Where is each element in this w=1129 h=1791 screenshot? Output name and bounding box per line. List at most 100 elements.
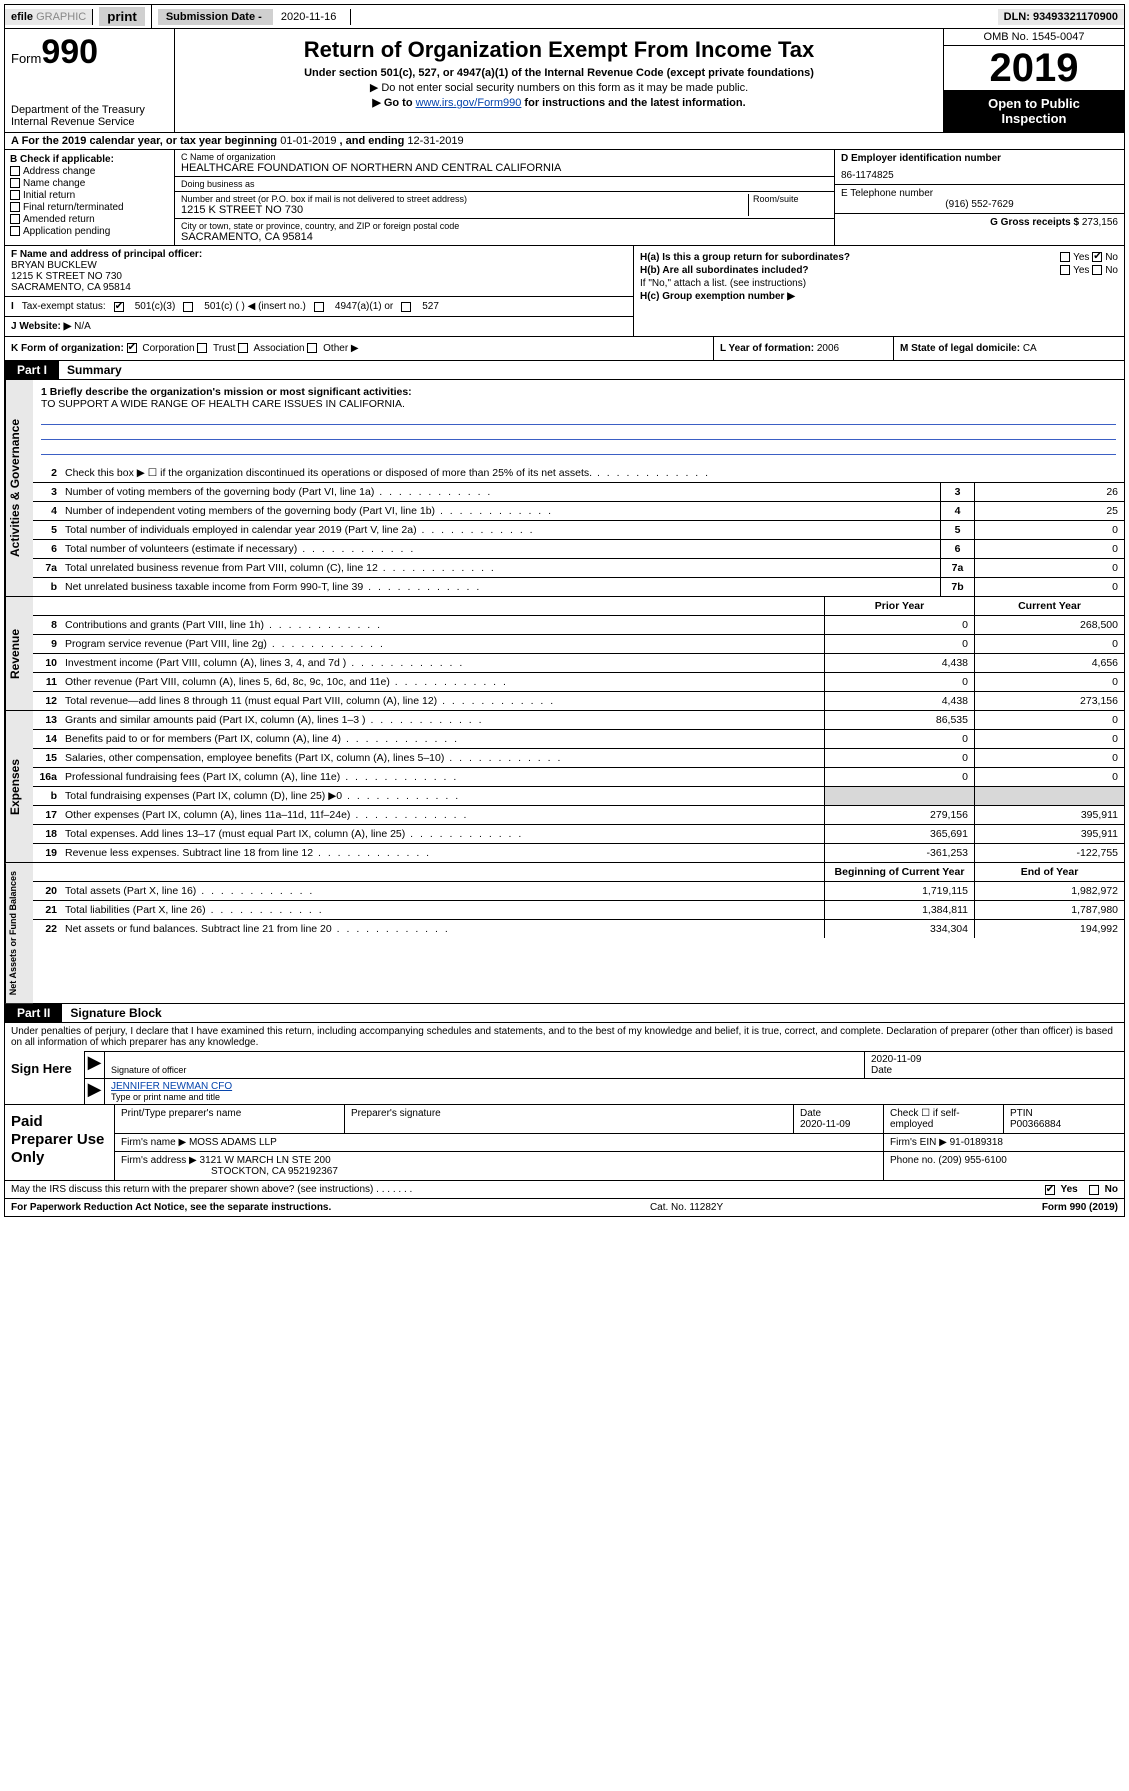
chk-501c[interactable] [183, 302, 193, 312]
grid-revenue: Revenue Prior Year Current Year 8Contrib… [4, 597, 1125, 711]
sig-name[interactable]: JENNIFER NEWMAN CFO [111, 1081, 1118, 1092]
chk-app-pending[interactable] [10, 226, 20, 236]
print-cell: print [93, 5, 152, 28]
line-prior: 365,691 [824, 825, 974, 843]
chk-final-return[interactable] [10, 202, 20, 212]
line-num: 13 [33, 711, 61, 729]
line-current: 0 [974, 749, 1124, 767]
line-current: 0 [974, 768, 1124, 786]
domicile-label: M State of legal domicile: [900, 343, 1020, 354]
row-a: A For the 2019 calendar year, or tax yea… [4, 133, 1125, 150]
submission-label: Submission Date - [158, 9, 273, 25]
part-1-tag: Part I [5, 361, 59, 379]
goto-pre: ▶ Go to [372, 97, 415, 109]
prep-h2: Preparer's signature [345, 1105, 794, 1133]
ein-label: D Employer identification number [841, 153, 1001, 164]
sig-arrow-1: ▶ [85, 1052, 105, 1078]
chk-527[interactable] [401, 302, 411, 312]
firm-label: Firm's name ▶ [121, 1137, 186, 1148]
chk-other[interactable] [307, 343, 317, 353]
line-val: 0 [974, 559, 1124, 577]
row-a-label: A For the 2019 calendar year, or tax yea… [11, 135, 280, 147]
prep-date: 2020-11-09 [800, 1119, 877, 1130]
section-bcdeg: B Check if applicable: Address change Na… [4, 150, 1125, 246]
efile-label: efile GRAPHIC [5, 9, 93, 25]
chk-corp[interactable] [127, 343, 137, 353]
chk-amended[interactable] [10, 214, 20, 224]
chk-4947[interactable] [314, 302, 324, 312]
lbl-name-change: Name change [23, 178, 85, 189]
hb-note: If "No," attach a list. (see instruction… [640, 278, 1118, 289]
chk-name-change[interactable] [10, 178, 20, 188]
part-1-title: Summary [59, 361, 130, 379]
officer-addr2: SACRAMENTO, CA 95814 [11, 282, 131, 293]
line-desc: Investment income (Part VIII, column (A)… [61, 654, 824, 672]
discuss-yes: Yes [1061, 1184, 1078, 1195]
chk-discuss-no[interactable] [1089, 1185, 1099, 1195]
part-2-header: Part II Signature Block [4, 1004, 1125, 1023]
gov-line-7a: 7aTotal unrelated business revenue from … [33, 559, 1124, 578]
gov-line-b: bNet unrelated business taxable income f… [33, 578, 1124, 596]
opt-527: 527 [422, 301, 439, 312]
rev-line-12: 12Total revenue—add lines 8 through 11 (… [33, 692, 1124, 710]
line-desc: Number of voting members of the governin… [61, 483, 940, 501]
exp-line-14: 14Benefits paid to or for members (Part … [33, 730, 1124, 749]
col-deg: D Employer identification number 86-1174… [834, 150, 1124, 245]
line-desc: Grants and similar amounts paid (Part IX… [61, 711, 824, 729]
exp-line-13: 13Grants and similar amounts paid (Part … [33, 711, 1124, 730]
exp-line-17: 17Other expenses (Part IX, column (A), l… [33, 806, 1124, 825]
hb-label: H(b) Are all subordinates included? [640, 265, 809, 276]
line-desc: Total revenue—add lines 8 through 11 (mu… [61, 692, 824, 710]
rev-line-9: 9Program service revenue (Part VIII, lin… [33, 635, 1124, 654]
hc-label: H(c) Group exemption number ▶ [640, 291, 795, 302]
rev-line-11: 11Other revenue (Part VIII, column (A), … [33, 673, 1124, 692]
lbl-amended: Amended return [23, 214, 95, 225]
line-desc: Program service revenue (Part VIII, line… [61, 635, 824, 653]
grid-expenses: Expenses 13Grants and similar amounts pa… [4, 711, 1125, 863]
omb-number: OMB No. 1545-0047 [944, 29, 1124, 46]
line-num: 22 [33, 920, 61, 938]
chk-ha-no[interactable] [1092, 252, 1102, 262]
col-c: C Name of organization HEALTHCARE FOUNDA… [175, 150, 834, 245]
line-current: 273,156 [974, 692, 1124, 710]
exp-line-15: 15Salaries, other compensation, employee… [33, 749, 1124, 768]
mission-line-3 [41, 443, 1116, 455]
officer-label: F Name and address of principal officer: [11, 249, 202, 260]
print-button[interactable]: print [99, 7, 145, 26]
chk-ha-yes[interactable] [1060, 252, 1070, 262]
line-num: 2 [33, 464, 61, 482]
form990-link[interactable]: www.irs.gov/Form990 [416, 97, 522, 109]
chk-assoc[interactable] [238, 343, 248, 353]
chk-discuss-yes[interactable] [1045, 1185, 1055, 1195]
chk-501c3[interactable] [114, 302, 124, 312]
rev-line-8: 8Contributions and grants (Part VIII, li… [33, 616, 1124, 635]
exp-line-19: 19Revenue less expenses. Subtract line 1… [33, 844, 1124, 862]
line-num: 15 [33, 749, 61, 767]
city-label: City or town, state or province, country… [181, 221, 828, 231]
chk-hb-yes[interactable] [1060, 265, 1070, 275]
line-num: 5 [33, 521, 61, 539]
line-num: 11 [33, 673, 61, 691]
graphic-text: GRAPHIC [36, 11, 86, 23]
line-current: 0 [974, 711, 1124, 729]
hb-yes: Yes [1073, 265, 1089, 276]
line-box: 7a [940, 559, 974, 577]
exp-line-18: 18Total expenses. Add lines 13–17 (must … [33, 825, 1124, 844]
chk-trust[interactable] [197, 343, 207, 353]
hdr-beg: Beginning of Current Year [824, 863, 974, 881]
line-prior: 4,438 [824, 654, 974, 672]
domicile-value: CA [1023, 343, 1037, 354]
firm-phone: (209) 955-6100 [938, 1155, 1006, 1166]
line-current: 395,911 [974, 825, 1124, 843]
line-current [974, 787, 1124, 805]
rev-header: Prior Year Current Year [33, 597, 1124, 616]
mission-text: TO SUPPORT A WIDE RANGE OF HEALTH CARE I… [41, 398, 405, 410]
discuss-row: May the IRS discuss this return with the… [4, 1181, 1125, 1199]
chk-address-change[interactable] [10, 166, 20, 176]
line-desc: Total liabilities (Part X, line 26) [61, 901, 824, 919]
line-current: 268,500 [974, 616, 1124, 634]
foot-mid: Cat. No. 11282Y [650, 1202, 723, 1213]
chk-hb-no[interactable] [1092, 265, 1102, 275]
chk-initial-return[interactable] [10, 190, 20, 200]
opt-4947: 4947(a)(1) or [335, 301, 393, 312]
